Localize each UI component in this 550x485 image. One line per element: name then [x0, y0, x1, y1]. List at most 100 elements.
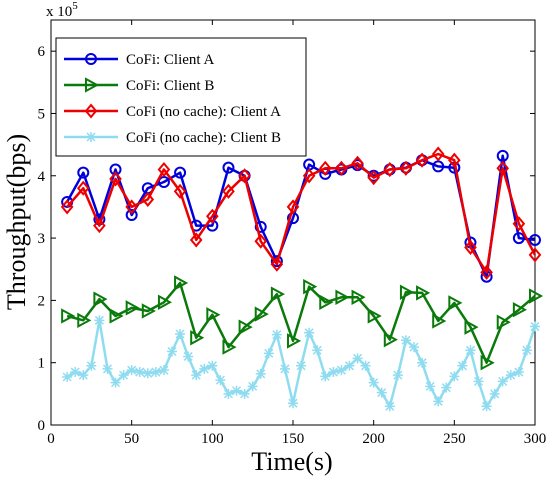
data-point: [392, 370, 403, 381]
data-point: [183, 351, 194, 362]
data-point: [304, 327, 315, 338]
data-point: [425, 381, 436, 392]
data-point: [93, 291, 108, 307]
legend-label: CoFi (no cache): Client B: [126, 130, 281, 146]
data-point: [399, 160, 413, 176]
y-tick-label: 5: [38, 106, 46, 122]
data-point: [77, 312, 92, 329]
legend-label: CoFi: Client B: [126, 78, 214, 94]
y-multiplier-label: x 105: [46, 0, 78, 20]
data-point: [158, 365, 169, 376]
data-point: [328, 367, 339, 378]
data-point: [270, 255, 283, 268]
data-point: [480, 355, 495, 371]
data-point: [416, 285, 431, 301]
data-point: [448, 295, 463, 311]
data-point: [231, 385, 242, 396]
data-point: [223, 388, 234, 399]
data-point: [360, 360, 371, 371]
data-point: [400, 335, 411, 346]
data-point: [335, 160, 348, 176]
data-point: [367, 170, 380, 186]
data-point: [238, 168, 251, 184]
data-point: [464, 319, 479, 335]
data-point: [191, 370, 202, 381]
data-point: [512, 216, 526, 232]
x-tick-label: 150: [282, 431, 305, 447]
data-point: [270, 286, 285, 302]
data-point: [521, 345, 532, 356]
data-point: [60, 199, 74, 215]
data-point: [312, 345, 323, 356]
data-point: [367, 308, 382, 324]
data-point: [449, 371, 460, 382]
x-tick-label: 50: [124, 431, 139, 447]
data-point: [287, 333, 302, 349]
legend-label: CoFi (no cache): Client A: [126, 104, 281, 120]
data-point: [207, 360, 218, 371]
y-tick-label: 0: [38, 418, 46, 434]
data-point: [222, 183, 235, 199]
data-point: [109, 308, 124, 324]
data-point: [247, 381, 258, 392]
data-point: [77, 166, 90, 179]
x-tick-label: 0: [47, 431, 55, 447]
data-point: [431, 146, 445, 162]
series-2: [60, 146, 542, 280]
data-point: [254, 233, 268, 249]
data-point: [303, 278, 318, 295]
legend-marker: [85, 77, 100, 93]
data-point: [496, 314, 511, 330]
data-point: [102, 363, 113, 374]
x-tick-label: 250: [443, 431, 466, 447]
data-point: [512, 302, 527, 318]
data-point: [150, 367, 161, 378]
data-point: [320, 371, 331, 382]
data-point: [173, 183, 187, 199]
data-point: [141, 191, 155, 208]
data-point: [62, 372, 73, 383]
y-tick-label: 6: [38, 44, 46, 60]
data-point: [288, 398, 298, 409]
data-point: [109, 171, 122, 187]
data-point: [254, 306, 269, 322]
data-point: [513, 367, 524, 378]
legend-entry: CoFi (no cache): Client A: [64, 103, 281, 120]
data-point: [206, 307, 221, 323]
data-point: [489, 388, 500, 399]
data-point: [134, 367, 145, 378]
series-3: [62, 315, 540, 412]
data-point: [368, 377, 379, 388]
data-point: [352, 353, 363, 364]
data-point: [238, 319, 253, 335]
data-point: [296, 360, 307, 371]
data-point: [109, 163, 122, 176]
data-point: [505, 370, 516, 381]
data-point: [175, 329, 186, 340]
data-point: [142, 368, 153, 379]
data-point: [336, 365, 347, 376]
data-point: [383, 161, 397, 178]
data-point: [335, 289, 350, 305]
data-point: [481, 401, 492, 412]
series-line: [66, 281, 536, 364]
legend-entry: CoFi: Client B: [64, 77, 214, 94]
data-point: [530, 321, 540, 332]
data-point: [70, 367, 81, 378]
data-point: [78, 370, 89, 381]
data-point: [118, 370, 129, 381]
data-point: [351, 289, 366, 305]
y-axis-title: Throughput(bps): [2, 134, 31, 310]
x-axis-title: Time(s): [251, 447, 332, 476]
data-point: [125, 209, 138, 222]
data-point: [222, 161, 235, 174]
data-point: [206, 208, 219, 224]
data-point: [279, 363, 290, 374]
data-point: [383, 331, 398, 348]
data-point: [215, 375, 226, 386]
data-point: [254, 220, 267, 233]
data-point: [126, 365, 137, 376]
data-point: [497, 376, 508, 387]
data-point: [110, 377, 121, 388]
data-point: [417, 357, 428, 368]
